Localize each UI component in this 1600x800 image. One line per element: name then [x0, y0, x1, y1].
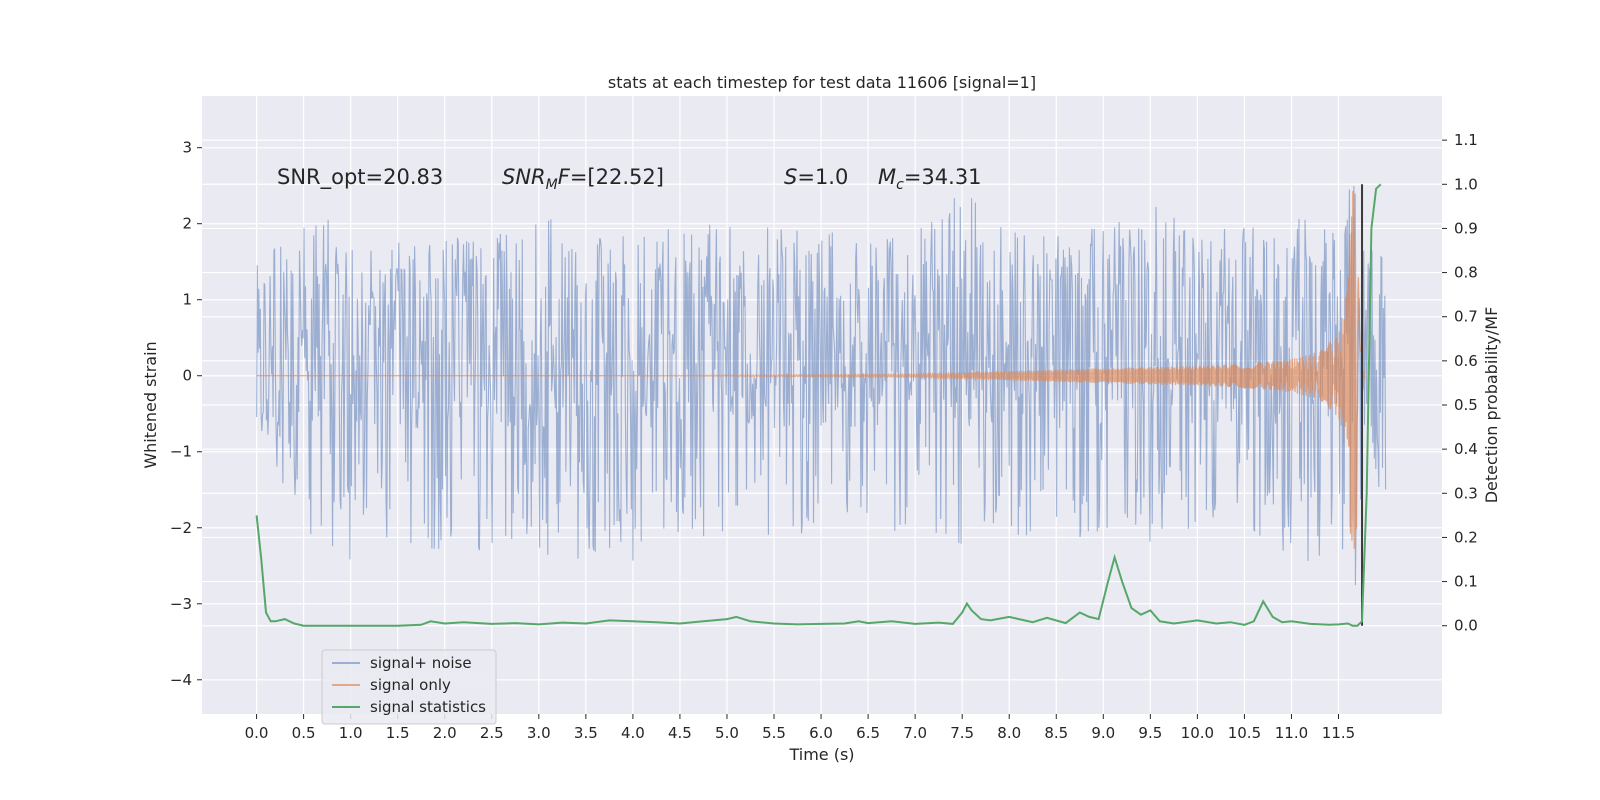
series-layer: [255, 183, 1387, 627]
annotations: SNR_opt=20.83 SNRMF=[22.52] S=1.0 Mc=34.31: [277, 165, 982, 193]
y2-tick-label: 1.1: [1454, 131, 1478, 149]
y2-tick-label: 0.9: [1454, 219, 1478, 237]
x-tick-label: 10.0: [1181, 724, 1214, 742]
series-signal-noise-line: [256, 185, 1387, 586]
y2-tick-label: 0.1: [1454, 573, 1478, 591]
legend: signal+ noise signal only signal statistic…: [321, 649, 497, 725]
x-tick-label: 6.0: [809, 724, 833, 742]
y-tick-label: −3: [170, 595, 192, 613]
ticks: 0.0 0.5 1.0 1.5 2.0 2.5 3.0 3.5 4.0 4.5 5.0 5.5 6.0 6…: [170, 131, 1478, 742]
legend-box: [321, 649, 497, 725]
y-tick-label: 3: [182, 139, 192, 157]
y-tick-label: 2: [182, 215, 192, 233]
y2-tick-label: 0.0: [1454, 617, 1478, 635]
x-tick-label: 3.0: [527, 724, 551, 742]
x-tick-label: 6.5: [856, 724, 880, 742]
x-axis-label: Time (s): [788, 745, 854, 764]
annotation-2: SNRMF=[22.52]: [502, 165, 664, 193]
legend-entry-2: signal only: [370, 676, 451, 694]
x-tick-label: 11.0: [1275, 724, 1308, 742]
series-signal-only-line: [256, 190, 1366, 549]
annotation-3: S=1.0: [784, 165, 848, 189]
y2-tick-label: 0.6: [1454, 352, 1478, 370]
y2-tick-label: 0.5: [1454, 396, 1478, 414]
chart-title: stats at each timestep for test data 116…: [608, 73, 1036, 92]
x-tick-label: 0.5: [292, 724, 316, 742]
x-tick-label: 5.0: [715, 724, 739, 742]
annotation-1: SNR_opt=20.83: [277, 165, 443, 190]
y-tick-label: −4: [170, 671, 192, 689]
x-tick-label: 9.5: [1138, 724, 1162, 742]
x-tick-label: 1.0: [339, 724, 363, 742]
y-tick-label: −2: [170, 519, 192, 537]
x-tick-label: 2.0: [433, 724, 457, 742]
legend-entry-3: signal statistics: [370, 698, 486, 716]
y2-tick-label: 0.7: [1454, 308, 1478, 326]
x-tick-label: 7.0: [903, 724, 927, 742]
x-tick-label: 10.5: [1228, 724, 1261, 742]
x-tick-label: 11.5: [1322, 724, 1355, 742]
x-tick-label: 7.5: [950, 724, 974, 742]
annotation-4: Mc=34.31: [878, 165, 982, 193]
y-tick-label: 1: [182, 291, 192, 309]
series-signal-statistics-line: [255, 183, 1382, 627]
y-axis-label: Whitened strain: [141, 341, 160, 468]
x-tick-label: 0.0: [245, 724, 269, 742]
legend-entry-1: signal+ noise: [370, 654, 472, 672]
x-tick-label: 2.5: [480, 724, 504, 742]
x-tick-label: 5.5: [762, 724, 786, 742]
y2-axis-label: Detection probability/MF: [1482, 307, 1501, 504]
y-tick-label: −1: [170, 443, 192, 461]
x-tick-label: 8.0: [997, 724, 1021, 742]
y2-tick-label: 0.3: [1454, 484, 1478, 502]
x-tick-label: 4.5: [668, 724, 692, 742]
y2-tick-label: 0.8: [1454, 264, 1478, 282]
x-tick-label: 1.5: [386, 724, 410, 742]
x-tick-label: 9.0: [1091, 724, 1115, 742]
x-tick-label: 8.5: [1044, 724, 1068, 742]
y2-tick-label: 0.2: [1454, 528, 1478, 546]
y-tick-label: 0: [182, 367, 192, 385]
y2-tick-label: 0.4: [1454, 440, 1478, 458]
y2-tick-label: 1.0: [1454, 175, 1478, 193]
x-tick-label: 4.0: [621, 724, 645, 742]
x-tick-label: 3.5: [574, 724, 598, 742]
